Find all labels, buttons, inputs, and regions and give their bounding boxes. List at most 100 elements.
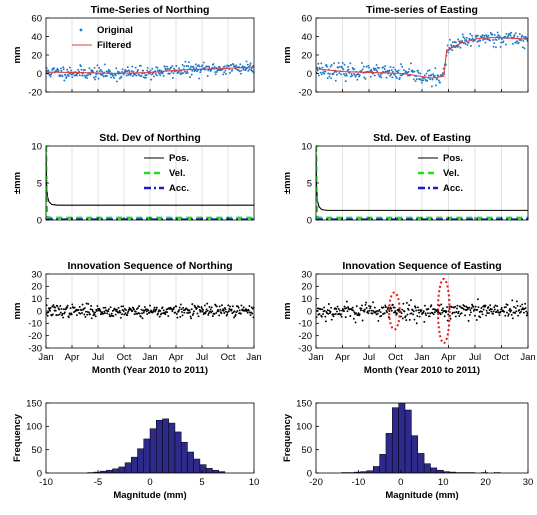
data-point [49, 309, 51, 312]
data-point [199, 309, 202, 312]
data-point [375, 68, 377, 71]
x-tick-label: 0 [147, 477, 152, 488]
data-point [383, 68, 386, 70]
data-point [412, 313, 415, 316]
data-point [336, 73, 338, 76]
data-point [69, 313, 71, 316]
data-point [455, 311, 458, 313]
data-point [80, 309, 83, 312]
annotation-ellipse [436, 277, 451, 345]
data-point [77, 309, 80, 311]
data-point [356, 78, 359, 81]
data-point [500, 41, 503, 44]
data-point [201, 64, 204, 67]
data-point [333, 62, 336, 65]
data-point [251, 70, 254, 73]
data-point [70, 69, 73, 72]
data-point [365, 301, 368, 304]
data-point [202, 308, 205, 311]
data-point [187, 65, 190, 68]
data-point [384, 304, 387, 307]
x-tick-label: Oct [221, 352, 236, 363]
chart-title: Innovation Sequence of Easting [342, 260, 501, 272]
data-point [472, 305, 475, 308]
data-point [332, 72, 335, 75]
data-point [446, 319, 449, 322]
data-point [102, 312, 105, 315]
data-point [251, 312, 254, 315]
data-point [380, 314, 383, 317]
data-point [197, 315, 200, 318]
data-point [485, 314, 488, 317]
data-point [370, 68, 373, 71]
data-point [153, 306, 156, 309]
data-point [54, 309, 57, 312]
data-point [389, 74, 391, 77]
chart-panel-2: -20 0 20 40 60 Time-series of Easting mm [282, 4, 529, 98]
data-point [198, 65, 201, 68]
data-point [145, 76, 147, 79]
data-point [451, 311, 454, 314]
data-point [409, 62, 412, 65]
data-point [428, 74, 430, 77]
histogram-bar [417, 453, 425, 473]
data-point [80, 68, 83, 71]
data-point [422, 310, 425, 313]
y-axis-label: ±mm [12, 172, 23, 194]
histogram-bar [187, 451, 194, 473]
data-point [70, 313, 73, 316]
data-point [336, 310, 338, 313]
data-point [383, 312, 386, 315]
data-point [498, 314, 501, 316]
data-point [503, 310, 506, 313]
data-point [320, 73, 323, 76]
data-point [137, 307, 139, 309]
data-point [492, 312, 495, 315]
chart-title: Std. Dev. of Easting [373, 132, 471, 144]
histogram-bar [112, 468, 120, 473]
data-point [60, 69, 63, 72]
data-point [182, 306, 185, 309]
data-point [343, 310, 345, 313]
data-point [322, 71, 324, 74]
data-point [471, 37, 474, 40]
data-point [114, 313, 117, 316]
data-point [522, 35, 525, 38]
data-point [239, 63, 242, 66]
data-point [117, 306, 120, 309]
data-point [391, 303, 394, 306]
data-point [454, 315, 457, 318]
data-point [106, 74, 109, 77]
data-point [469, 309, 472, 311]
legend-label: Pos. [169, 153, 189, 164]
data-point [483, 34, 486, 37]
data-point [347, 68, 350, 71]
histogram-bar [124, 462, 132, 473]
y-tick-label: 30 [301, 269, 312, 280]
data-point [75, 74, 78, 77]
x-tick-label: Jul [469, 352, 481, 363]
data-point [332, 315, 335, 318]
data-point [430, 85, 433, 88]
series-group [316, 31, 528, 88]
data-point [511, 42, 514, 45]
data-point [146, 69, 149, 72]
data-point [497, 37, 500, 40]
data-point [205, 308, 208, 311]
data-point [474, 305, 477, 308]
data-point [391, 76, 394, 79]
data-point [149, 304, 151, 307]
data-point [516, 35, 519, 38]
data-point [416, 315, 419, 318]
data-point [349, 62, 352, 65]
data-point [81, 312, 83, 314]
data-point [64, 73, 67, 76]
data-point [413, 318, 416, 321]
data-point [518, 33, 521, 35]
data-point [318, 312, 321, 315]
data-point [385, 76, 388, 79]
x-tick-label: 5 [199, 477, 204, 488]
data-point [337, 307, 340, 310]
y-axis-label: mm [282, 47, 293, 64]
y-tick-label: 20 [31, 50, 42, 61]
